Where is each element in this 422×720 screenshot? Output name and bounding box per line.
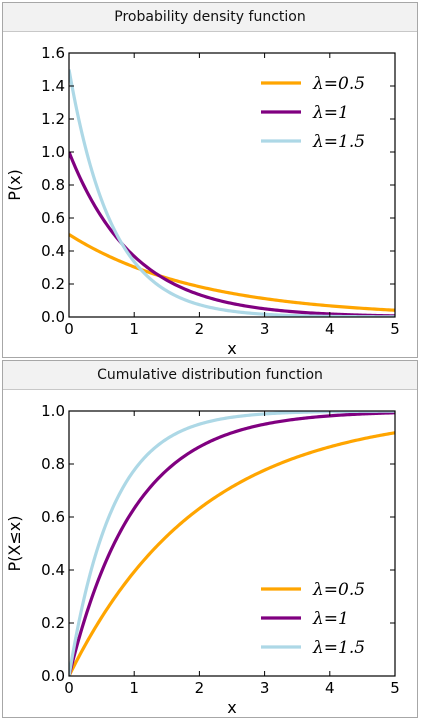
x-tick-label: 5	[390, 320, 400, 338]
y-tick-label: 1.4	[41, 77, 65, 95]
series-line-2	[69, 411, 395, 676]
cdf-chart-title: Cumulative distribution function	[3, 361, 417, 390]
x-tick-label: 2	[195, 320, 205, 338]
pdf-panel: Probability density function 0 1 2 3 4 5 0.0 0.…	[2, 2, 418, 358]
series-line-0	[69, 431, 395, 676]
x-tick-label: 0	[64, 320, 74, 338]
x-axis-label: x	[227, 339, 236, 358]
pdf-chart-title: Probability density function	[3, 3, 417, 32]
legend-label-1: λ=1	[312, 103, 349, 123]
y-axis-label: P(x)	[5, 169, 24, 201]
legend-label-0: λ=0.5	[312, 580, 365, 600]
pdf-chart: 0 1 2 3 4 5 0.0 0.2 0.4 0.6 0.8 1.0 1.2 1.4 1.6 x P(x) λ=…	[5, 44, 400, 358]
y-tick-label: 0.0	[41, 308, 65, 326]
plot-area	[69, 411, 395, 676]
y-tick-label: 0.8	[41, 455, 65, 473]
y-tick-label: 0.2	[41, 614, 65, 632]
y-tick-label: 0.6	[41, 508, 65, 526]
y-tick-label: 1.2	[41, 110, 65, 128]
x-tick-label: 5	[390, 679, 400, 697]
legend-label-2: λ=1.5	[312, 638, 365, 658]
x-tick-label: 1	[129, 679, 139, 697]
legend-label-1: λ=1	[312, 609, 349, 629]
y-tick-label: 0.4	[41, 561, 65, 579]
cdf-chart: 0 1 2 3 4 5 0.0 0.2 0.4 0.6 0.8 1.0 x P(X≤x) λ=0.5 λ=1 λ…	[5, 402, 400, 717]
y-tick-label: 0.2	[41, 275, 65, 293]
x-tick-label: 4	[325, 320, 335, 338]
y-tick-label: 1.0	[41, 402, 65, 420]
x-tick-label: 0	[64, 679, 74, 697]
series-line-0	[69, 233, 395, 312]
y-tick-label: 1.6	[41, 44, 65, 62]
y-tick-label: 0.6	[41, 209, 65, 227]
y-tick-label: 1.0	[41, 143, 65, 161]
y-axis-label: P(X≤x)	[5, 516, 24, 572]
series-line-1	[69, 411, 395, 676]
y-tick-label: 0.0	[41, 667, 65, 685]
x-tick-label: 3	[260, 679, 270, 697]
y-tick-label: 0.8	[41, 176, 65, 194]
x-tick-label: 3	[260, 320, 270, 338]
x-tick-label: 1	[129, 320, 139, 338]
plot-frame	[68, 410, 396, 677]
legend-label-0: λ=0.5	[312, 74, 365, 94]
x-tick-label: 4	[325, 679, 335, 697]
y-tick-label: 0.4	[41, 242, 65, 260]
x-tick-label: 2	[195, 679, 205, 697]
legend-label-2: λ=1.5	[312, 132, 365, 152]
x-axis-label: x	[227, 698, 236, 717]
